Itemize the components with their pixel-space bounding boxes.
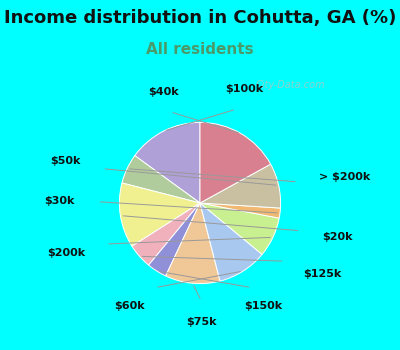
Wedge shape [200, 203, 262, 281]
Text: $60k: $60k [114, 301, 145, 311]
Text: All residents: All residents [146, 42, 254, 57]
Wedge shape [200, 122, 271, 203]
Text: $20k: $20k [322, 232, 353, 242]
Wedge shape [149, 203, 200, 276]
Wedge shape [200, 164, 281, 208]
Wedge shape [166, 203, 220, 284]
Text: Income distribution in Cohutta, GA (%): Income distribution in Cohutta, GA (%) [4, 9, 396, 27]
Text: $200k: $200k [48, 248, 86, 258]
Wedge shape [122, 156, 200, 203]
Wedge shape [119, 183, 200, 246]
Text: $30k: $30k [45, 196, 75, 206]
Text: $125k: $125k [303, 269, 342, 279]
Text: $75k: $75k [186, 317, 217, 327]
Wedge shape [200, 203, 280, 218]
Text: $50k: $50k [50, 156, 81, 166]
Wedge shape [132, 203, 200, 265]
Wedge shape [200, 203, 279, 254]
Wedge shape [135, 122, 200, 203]
Text: $100k: $100k [225, 84, 263, 93]
Text: $150k: $150k [244, 301, 282, 311]
Text: $40k: $40k [148, 87, 179, 97]
Text: > $200k: > $200k [319, 172, 370, 182]
Text: City-Data.com: City-Data.com [255, 80, 325, 90]
